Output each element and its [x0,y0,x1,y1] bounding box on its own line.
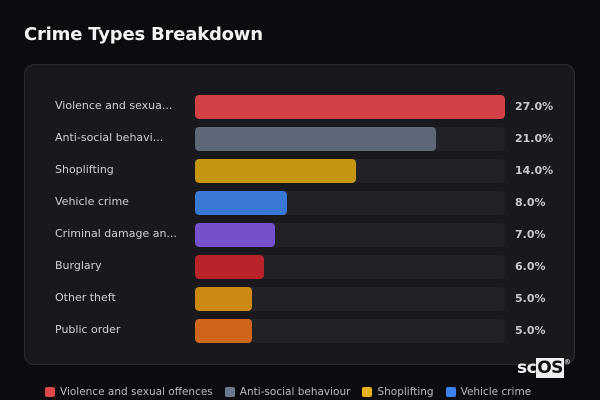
bar-fill[interactable] [195,127,437,151]
legend-swatch [362,387,373,397]
bar-fill[interactable] [195,159,356,183]
legend-item[interactable]: Shoplifting [362,386,434,398]
bar-row: Vehicle crime 8.0% [25,191,574,215]
bar-label: Burglary [55,259,102,272]
chart-card: Violence and sexua... 27.0% Anti-social be… [24,64,575,365]
legend-item[interactable]: Vehicle crime [445,386,532,398]
bar-value: 5.0% [515,324,546,337]
chart-title: Crime Types Breakdown [24,24,263,45]
bar-row: Public order 5.0% [25,319,574,343]
legend-label: Vehicle crime [460,386,532,398]
legend-item[interactable]: Anti-social behaviour [224,386,351,398]
bar-fill[interactable] [195,223,276,247]
bar-value: 7.0% [515,228,546,241]
bar-track [195,191,505,215]
legend-swatch [45,387,55,397]
legend-label: Anti-social behaviour [239,386,351,398]
bar-row: Anti-social behavi... 21.0% [25,127,574,151]
logo-boxed: OS [536,358,564,378]
bar-track [195,319,505,343]
bar-value: 5.0% [515,292,546,305]
bar-fill[interactable] [195,255,264,279]
bar-label: Anti-social behavi... [55,131,164,144]
bar-track [195,287,505,311]
bar-value: 6.0% [515,260,546,273]
bar-track [195,127,505,151]
bar-fill[interactable] [195,95,505,119]
bar-fill[interactable] [195,287,253,311]
bar-label: Violence and sexua... [55,99,173,112]
legend-swatch [224,387,235,397]
bar-track [195,255,505,279]
chart-legend: Violence and sexual offences Anti-social … [45,386,531,398]
bar-value: 21.0% [515,132,554,145]
bar-row: Violence and sexua... 27.0% [25,95,574,119]
bar-label: Criminal damage an... [55,227,177,240]
bar-track [195,159,505,183]
bar-value: 8.0% [515,196,546,209]
logo-prefix: sc [517,358,537,378]
bar-track [195,95,505,119]
bar-value: 27.0% [515,100,554,113]
bar-fill[interactable] [195,191,287,215]
bar-fill[interactable] [195,319,253,343]
bar-row: Other theft 5.0% [25,287,574,311]
bar-value: 14.0% [515,164,554,177]
bar-row: Shoplifting 14.0% [25,159,574,183]
legend-item[interactable]: Violence and sexual offences [45,386,213,398]
scos-logo: scOS® [517,358,571,378]
legend-label: Violence and sexual offences [60,386,213,398]
bar-label: Public order [55,323,121,336]
bar-track [195,223,505,247]
legend-label: Shoplifting [377,386,434,398]
bar-label: Other theft [55,291,116,304]
bar-row: Criminal damage an... 7.0% [25,223,574,247]
registered-mark: ® [563,358,571,366]
bar-label: Shoplifting [55,163,114,176]
legend-swatch [445,387,456,397]
bar-label: Vehicle crime [55,195,129,208]
bar-row: Burglary 6.0% [25,255,574,279]
